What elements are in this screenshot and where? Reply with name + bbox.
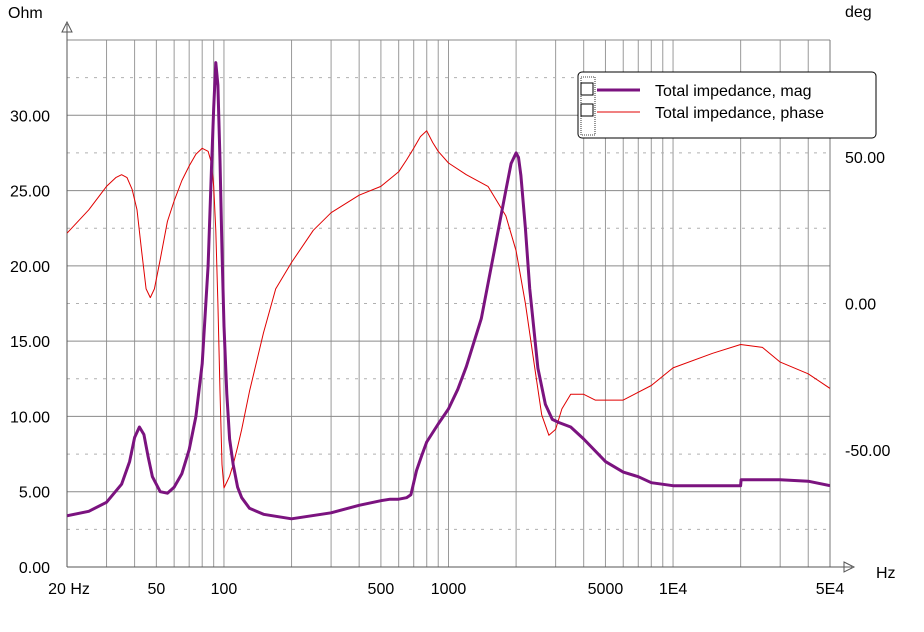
grid — [66, 39, 831, 567]
y-right-tick-label: -50.00 — [845, 443, 890, 460]
legend-checkbox-phase[interactable] — [580, 103, 594, 117]
left-axis-unit: Ohm — [8, 5, 43, 22]
x-tick-label: 5E4 — [816, 581, 845, 598]
series-line-phase — [67, 130, 830, 489]
legend-box — [577, 71, 877, 139]
x-tick-label: 50 — [147, 581, 165, 598]
x-tick-label: 100 — [211, 581, 238, 598]
y-right-tick-label: 50.00 — [845, 150, 885, 167]
legend: Total impedance, mag Total impedance, ph… — [577, 71, 877, 139]
right-axis-unit: deg — [845, 4, 872, 21]
legend-label-phase: Total impedance, phase — [655, 105, 824, 122]
x-tick-label: 5000 — [588, 581, 624, 598]
y-left-tick-label: 15.00 — [10, 334, 50, 351]
series-line-mag — [67, 61, 830, 521]
y-left-tick-label: 25.00 — [10, 184, 50, 201]
x-tick-label: 1E4 — [659, 581, 688, 598]
x-tick-label: 20 Hz — [48, 581, 90, 598]
series-layer — [67, 61, 830, 521]
x-axis-unit: Hz — [876, 565, 896, 582]
legend-checkbox-mag[interactable] — [580, 82, 594, 96]
x-tick-label: 1000 — [431, 581, 467, 598]
y-left-tick-label: 5.00 — [19, 485, 50, 502]
tick-labels: 20 Hz 50 100 500 1000 5000 1E4 5E4 0.00 5.00 10.00… — [10, 108, 891, 598]
y-left-tick-label: 30.00 — [10, 108, 50, 125]
axes — [61, 20, 856, 573]
left-axis-arrow — [61, 20, 73, 33]
y-left-tick-label: 20.00 — [10, 259, 50, 276]
x-tick-label: 500 — [368, 581, 395, 598]
legend-label-mag: Total impedance, mag — [655, 83, 812, 100]
y-left-tick-label: 10.00 — [10, 409, 50, 426]
bottom-axis-arrow — [843, 561, 856, 573]
y-right-tick-label: 0.00 — [845, 297, 876, 314]
y-left-tick-label: 0.00 — [19, 560, 50, 577]
